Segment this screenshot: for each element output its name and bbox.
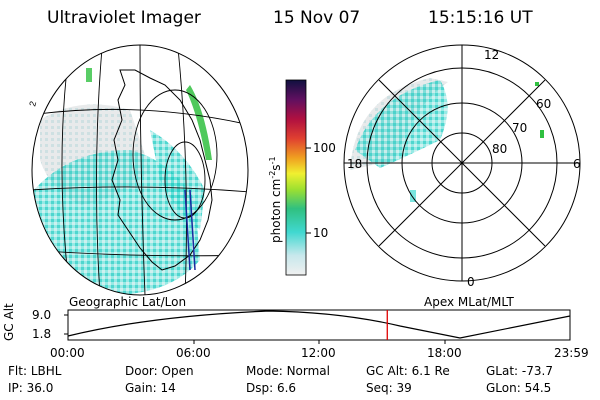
footer-flt: Flt: LBHL — [8, 364, 62, 378]
apex-panel-title: Apex MLat/MLT — [424, 295, 514, 309]
time-label: 15:15:16 UT — [428, 8, 533, 28]
instrument-title: Ultraviolet Imager — [47, 8, 201, 28]
altitude-ytick-9: 9.0 — [32, 308, 52, 322]
date-label: 15 Nov 07 — [273, 8, 361, 28]
footer-door: Door: Open — [125, 364, 194, 378]
colorbar-unit-label: photon cm-2s-1 — [268, 156, 283, 243]
footer-gain: Gain: 14 — [125, 381, 176, 395]
altitude-xtick-1800: 18:00 — [427, 346, 462, 360]
mlt-label-0: 0 — [467, 275, 475, 289]
altitude-xtick-1200: 12:00 — [301, 346, 336, 360]
aurora-green-arc — [186, 85, 212, 160]
mlt-label-6: 6 — [573, 157, 581, 171]
footer-ip: IP: 36.0 — [8, 381, 54, 395]
aurora-cyan-region — [34, 150, 200, 295]
altitude-xtick-2359: 23:59 — [554, 346, 589, 360]
altitude-xtick-0600: 06:00 — [176, 346, 211, 360]
altitude-curve — [67, 310, 571, 339]
colorbar-tick-100: 100 — [313, 141, 336, 155]
aurora-green-spot — [86, 68, 92, 82]
footer-dsp: Dsp: 6.6 — [246, 381, 297, 395]
footer-glon: GLon: 54.5 — [486, 381, 552, 395]
colorbar-tick-10: 10 — [313, 226, 329, 240]
coastline — [111, 69, 213, 271]
polar-aurora-cyan — [355, 80, 448, 168]
footer-gc-alt: GC Alt: 6.1 Re — [366, 364, 450, 378]
altitude-xtick-0000: 00:00 — [50, 346, 85, 360]
footer-seq: Seq: 39 — [366, 381, 412, 395]
altitude-ytick-1-8: 1.8 — [32, 327, 52, 341]
geo-panel-title: Geographic Lat/Lon — [69, 295, 187, 309]
lat-label-70: 70 — [512, 121, 528, 135]
altitude-ylabel: GC Alt — [2, 303, 16, 341]
svg-text:2: 2 — [27, 100, 38, 107]
geographic-map — [32, 45, 248, 295]
footer-mode: Mode: Normal — [246, 364, 330, 378]
lat-label-60: 60 — [536, 97, 552, 111]
altitude-plot-frame — [67, 309, 571, 341]
colorbar — [285, 79, 307, 276]
polar-plot — [350, 78, 544, 202]
lat-label-80: 80 — [492, 142, 508, 156]
mlt-label-18: 18 — [347, 157, 363, 171]
mlt-label-12: 12 — [484, 48, 500, 62]
footer-glat: GLat: -73.7 — [486, 364, 553, 378]
